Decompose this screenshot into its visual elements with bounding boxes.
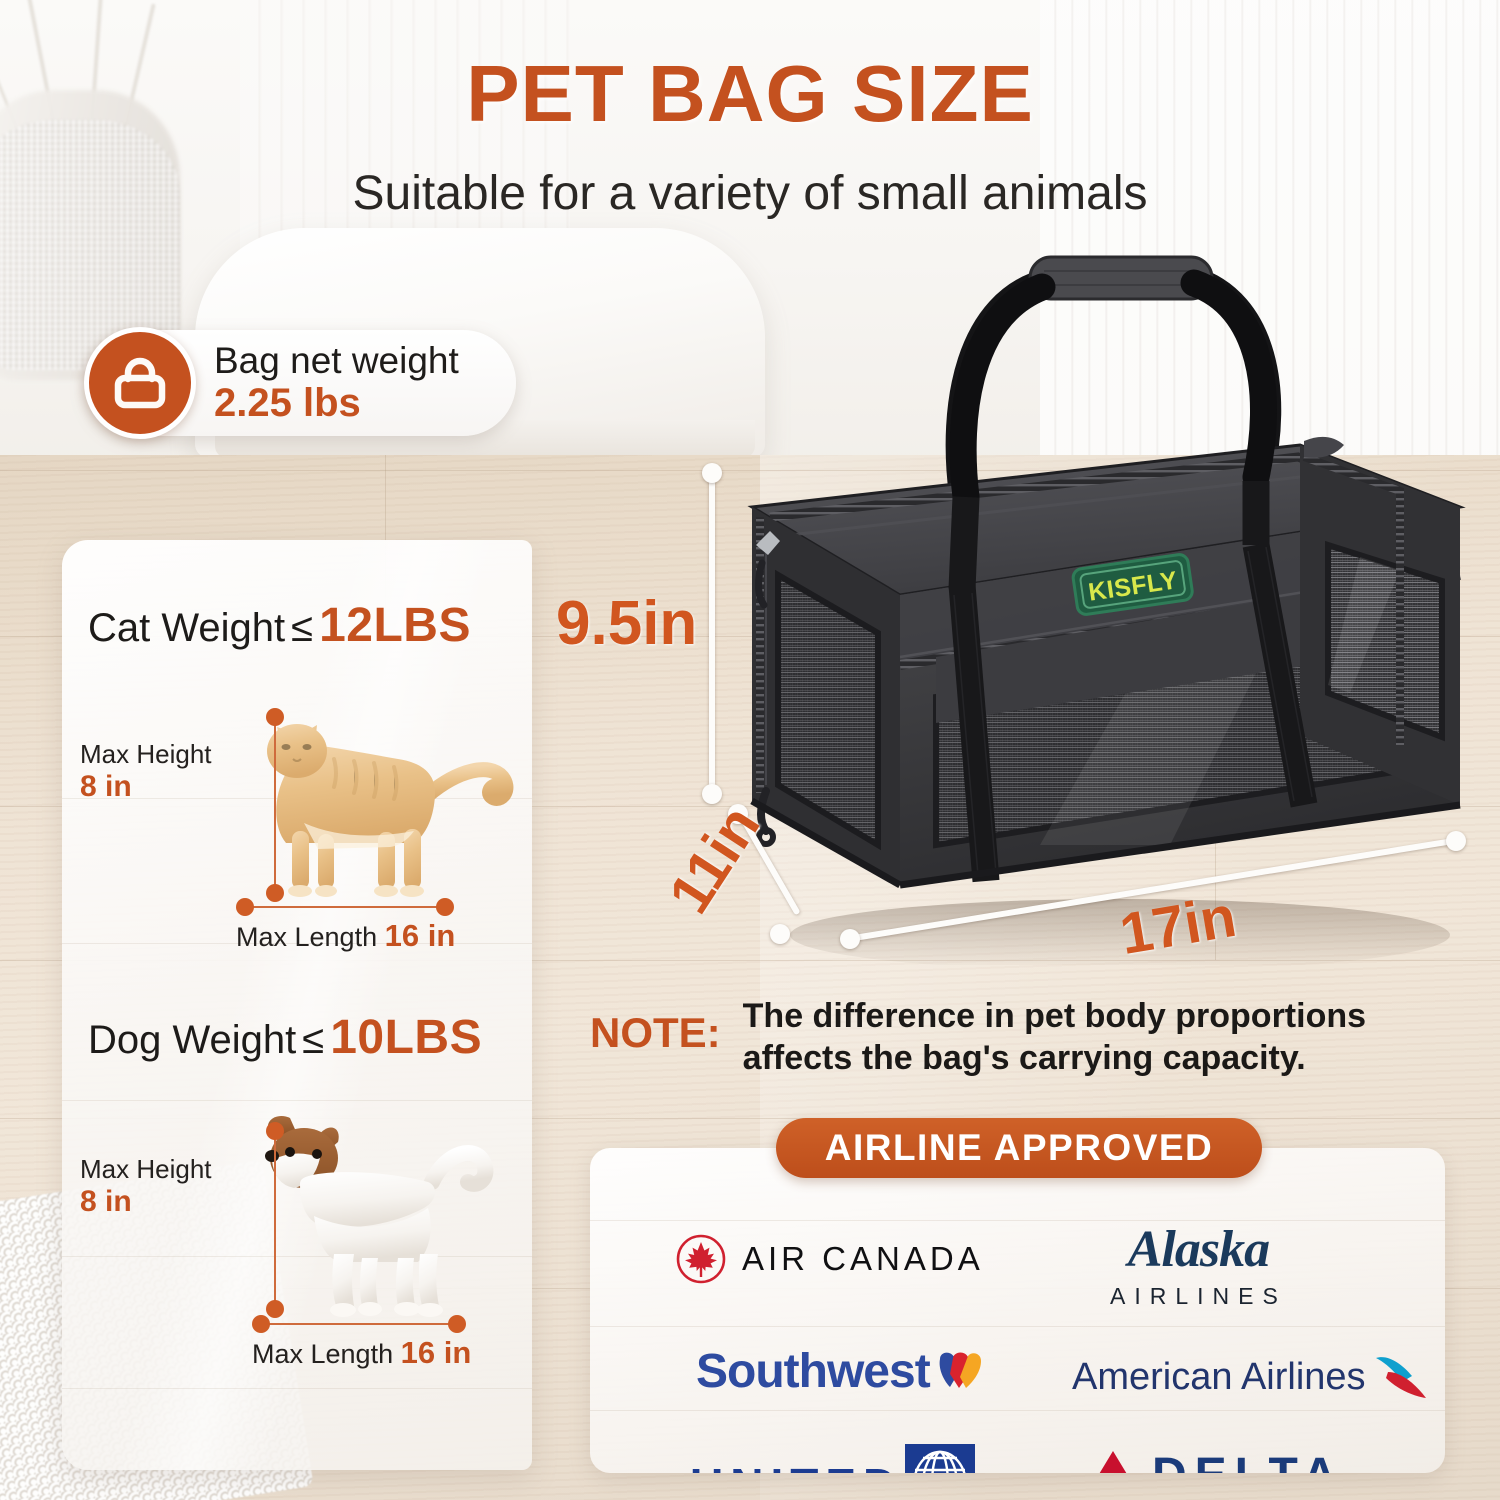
zipper-pull-bottom bbox=[756, 787, 776, 847]
width-dot-left bbox=[840, 929, 860, 949]
dog-weight-heading: Dog Weight ≤10LBS bbox=[62, 1010, 532, 1065]
height-dot-top bbox=[702, 463, 722, 483]
pet-size-card: Cat Weight ≤12LBS bbox=[62, 540, 532, 1470]
logo-alaska-sub: AIRLINES bbox=[1110, 1283, 1287, 1309]
net-weight-value: 2.25 lbs bbox=[214, 380, 361, 425]
logo-united-text: UNITED bbox=[690, 1458, 903, 1473]
dog-length-line bbox=[260, 1323, 456, 1325]
cat-height-label: Max Height 8 in bbox=[80, 739, 212, 803]
floor-plank-line bbox=[0, 470, 1500, 471]
cat-length-label: Max Length 16 in bbox=[236, 918, 456, 953]
pet-carrier-bag: KISFLY bbox=[747, 255, 1466, 965]
net-weight-badge: Bag net weight 2.25 lbs bbox=[84, 327, 516, 439]
logo-alaska-text: Alaska bbox=[1127, 1221, 1270, 1278]
cat-weight-value: 12LBS bbox=[319, 599, 471, 652]
dog-height-dot-top bbox=[266, 1122, 284, 1140]
dog-height-line bbox=[274, 1130, 276, 1308]
dog-illustration bbox=[265, 1115, 494, 1317]
dog-weight-label: Dog Weight bbox=[88, 1018, 297, 1062]
dog-weight-value: 10LBS bbox=[330, 1011, 483, 1064]
net-weight-label: Bag net weight bbox=[214, 340, 459, 382]
logo-air-canada: AIR CANADA bbox=[676, 1234, 984, 1284]
dog-height-dot-bottom bbox=[266, 1300, 284, 1318]
dog-operator: ≤ bbox=[302, 1018, 325, 1062]
bag-height-label: 9.5in bbox=[556, 589, 698, 658]
cat-weight-heading: Cat Weight ≤12LBS bbox=[62, 598, 532, 653]
logo-united: UNITED bbox=[690, 1444, 976, 1473]
handbag-icon bbox=[84, 327, 196, 439]
american-eagle-icon bbox=[1375, 1357, 1426, 1398]
logo-delta: DELTA bbox=[1082, 1448, 1345, 1473]
dog-length-label: Max Length 16 in bbox=[252, 1335, 472, 1370]
southwest-heart-icon bbox=[939, 1352, 981, 1388]
united-globe-icon bbox=[905, 1444, 976, 1473]
logo-southwest-text: Southwest bbox=[696, 1345, 931, 1398]
note-label: NOTE: bbox=[590, 1009, 721, 1056]
cat-illustration bbox=[267, 724, 514, 897]
dog-length-dot-left bbox=[252, 1315, 270, 1333]
cat-operator: ≤ bbox=[291, 606, 314, 650]
logo-american-airlines: American Airlines bbox=[1072, 1352, 1430, 1402]
note-block: NOTE: The difference in pet body proport… bbox=[590, 995, 1445, 1079]
cat-section: Cat Weight ≤12LBS bbox=[62, 598, 532, 653]
maple-leaf-icon bbox=[676, 1234, 726, 1284]
logo-american-text: American Airlines bbox=[1072, 1355, 1366, 1398]
zipper-pull-left bbox=[755, 531, 780, 609]
logo-air-canada-text: AIR CANADA bbox=[742, 1240, 984, 1277]
floor-plank-line bbox=[0, 1118, 1500, 1119]
cat-weight-label: Cat Weight bbox=[88, 606, 286, 650]
airline-approved-text: AIRLINE APPROVED bbox=[824, 1127, 1214, 1168]
floor-plank-line bbox=[0, 806, 1500, 807]
cat-height-line bbox=[274, 716, 276, 892]
logo-southwest: Southwest bbox=[696, 1344, 984, 1399]
depth-dot-bottom bbox=[770, 924, 790, 944]
cat-length-line bbox=[244, 906, 444, 908]
height-dimension-line bbox=[709, 470, 715, 792]
cat-length-dot-right bbox=[436, 898, 454, 916]
dog-length-dot-right bbox=[448, 1315, 466, 1333]
page-subtitle: Suitable for a variety of small animals bbox=[352, 167, 1148, 220]
dog-section: Dog Weight ≤10LBS bbox=[62, 1010, 532, 1065]
height-dot-bottom bbox=[702, 784, 722, 804]
delta-triangle-icon bbox=[1099, 1450, 1127, 1473]
airline-approved-panel: AIR CANADA Alaska AIRLINES Southwest Ame… bbox=[590, 1148, 1445, 1473]
brand-patch: KISFLY bbox=[1071, 553, 1194, 616]
page-title: PET BAG SIZE bbox=[466, 49, 1034, 138]
width-dot-right bbox=[1446, 831, 1466, 851]
depth-dot-top bbox=[728, 804, 748, 824]
airline-approved-badge: AIRLINE APPROVED bbox=[776, 1118, 1262, 1178]
cat-height-dot-top bbox=[266, 708, 284, 726]
dog-height-label: Max Height 8 in bbox=[80, 1154, 212, 1218]
floor-plank-line bbox=[0, 960, 1500, 961]
logo-alaska: Alaska AIRLINES bbox=[1110, 1220, 1287, 1310]
note-text: The difference in pet body proportions a… bbox=[742, 997, 1367, 1078]
logo-delta-text: DELTA bbox=[1152, 1448, 1345, 1473]
cat-length-dot-left bbox=[236, 898, 254, 916]
floor-plank-line bbox=[0, 636, 1500, 637]
floor-plank-seam bbox=[1215, 806, 1216, 960]
cat-height-dot-bottom bbox=[266, 884, 284, 902]
